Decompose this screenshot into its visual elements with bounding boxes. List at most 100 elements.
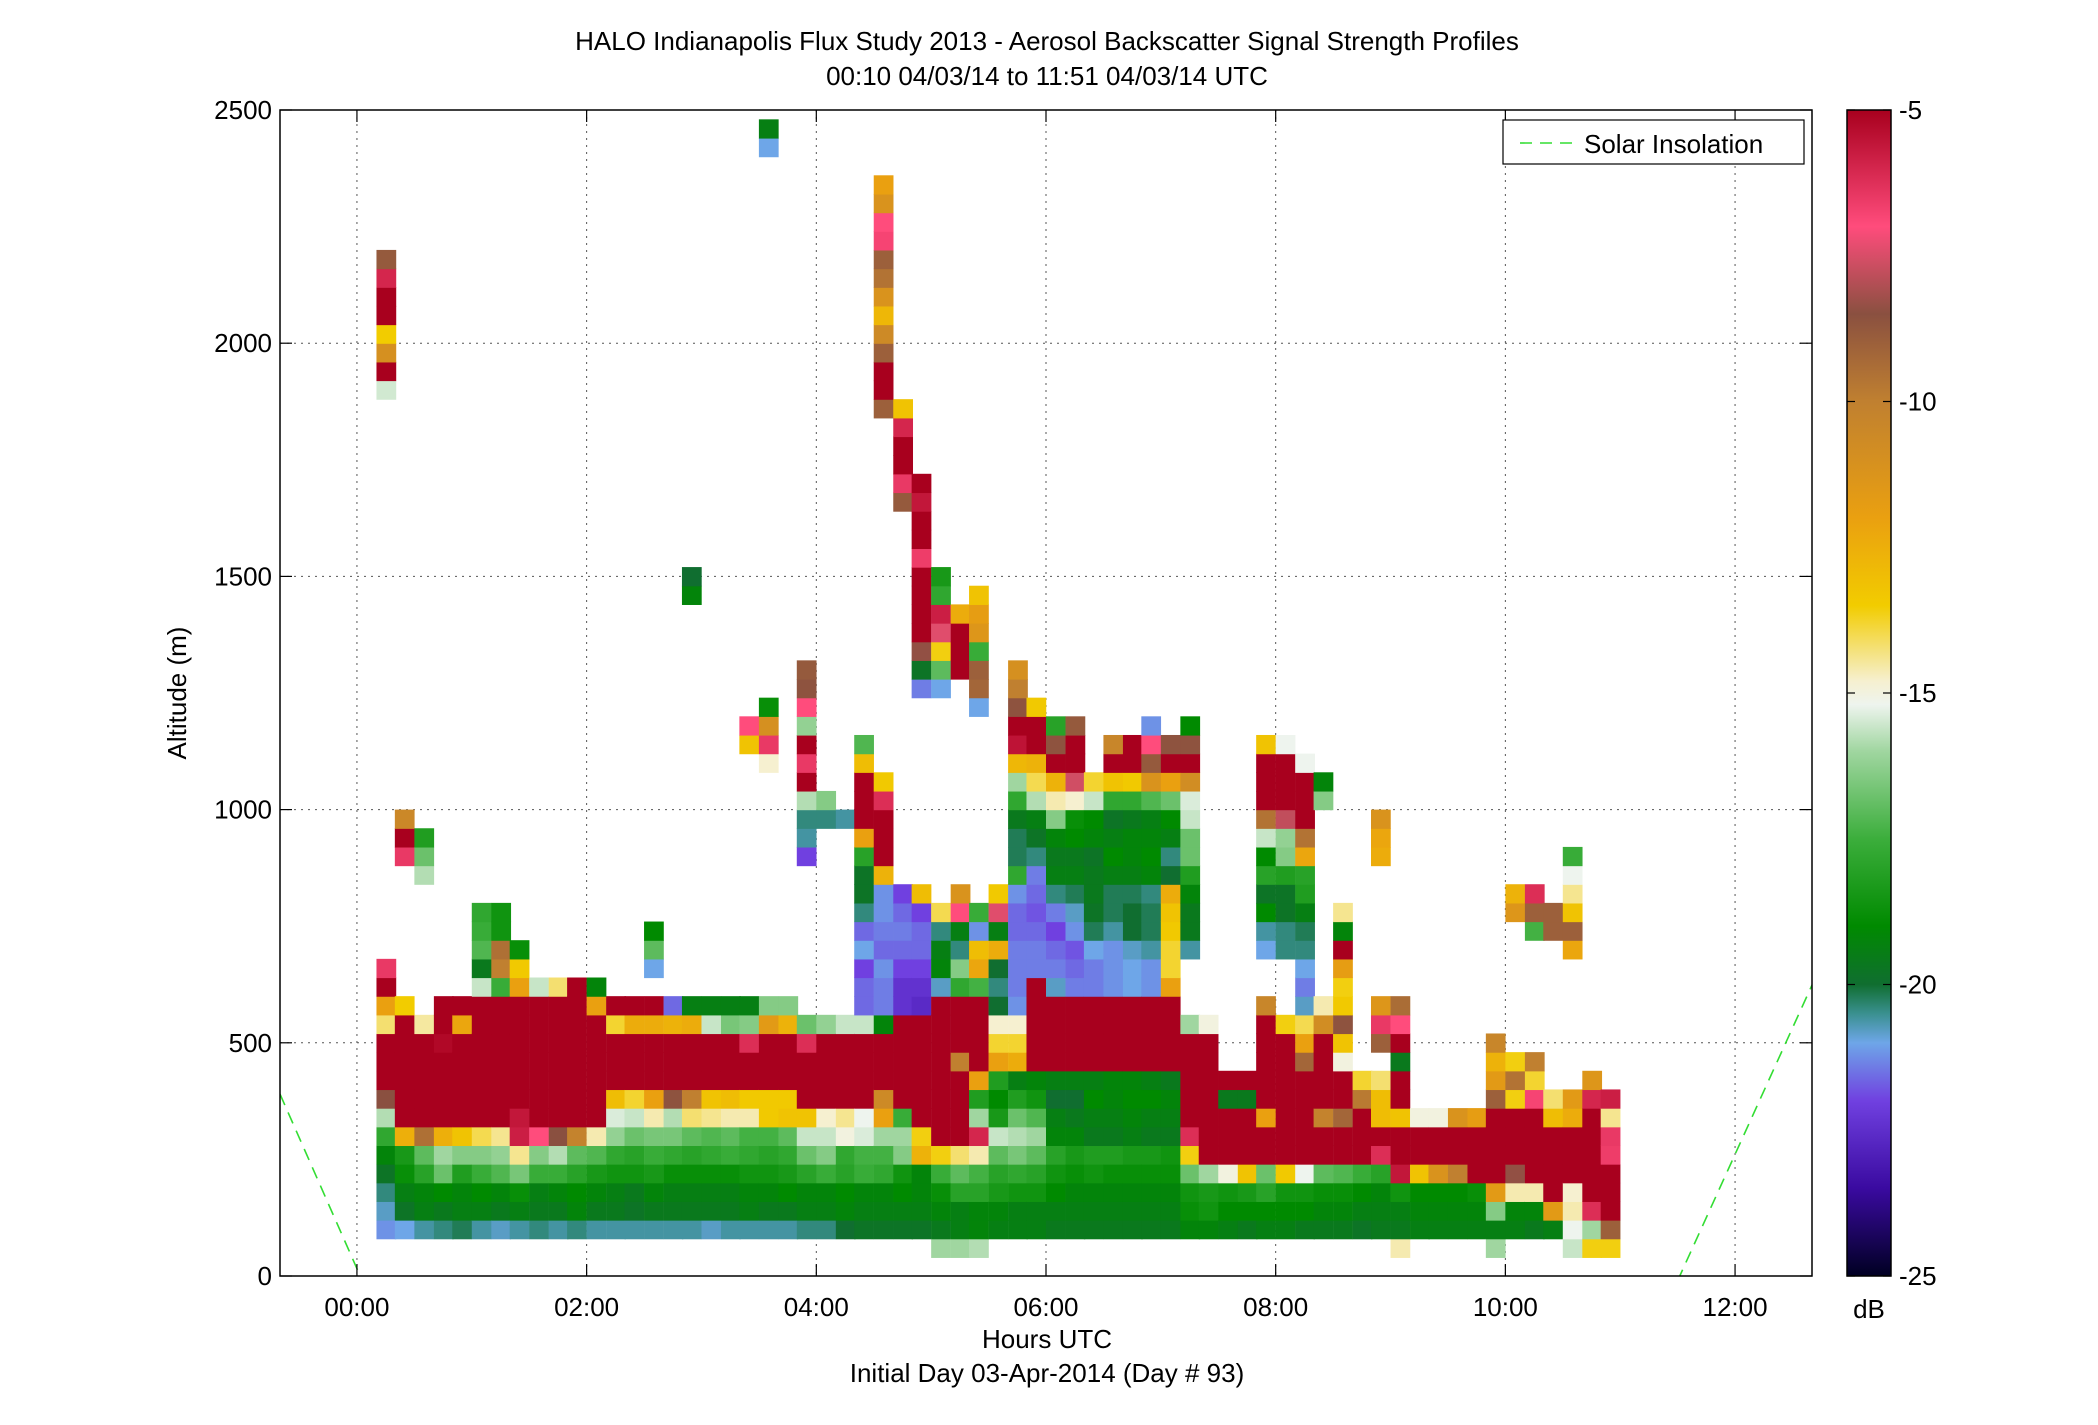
heatmap-cell <box>433 1220 454 1240</box>
heatmap-cell <box>376 1108 397 1128</box>
heatmap-cell <box>950 1126 971 1147</box>
heatmap-cell <box>893 958 914 979</box>
heatmap-cell <box>893 1070 914 1091</box>
heatmap-cell <box>1352 1126 1373 1147</box>
heatmap-cell <box>911 1220 932 1240</box>
heatmap-cell <box>1198 1014 1219 1035</box>
heatmap-cell <box>1083 996 1104 1016</box>
heatmap-cell <box>452 1089 473 1109</box>
heatmap-cell <box>873 1220 894 1240</box>
heatmap-cell <box>1160 1014 1181 1035</box>
heatmap-cell <box>720 1014 741 1035</box>
heatmap-cell <box>433 1164 454 1184</box>
heatmap-cell <box>739 1052 760 1072</box>
heatmap-cell <box>1256 1108 1276 1128</box>
heatmap-cell <box>1505 1126 1526 1147</box>
heatmap-cell <box>1065 1201 1086 1221</box>
heatmap-cell <box>1198 1033 1219 1053</box>
heatmap-cell <box>911 977 932 997</box>
heatmap-cell <box>1065 1220 1086 1240</box>
heatmap-cell <box>796 753 817 773</box>
heatmap-cell <box>796 846 817 867</box>
heatmap-cell <box>1410 1164 1430 1184</box>
heatmap-cell <box>739 1164 760 1184</box>
heatmap-cell <box>624 1145 645 1165</box>
heatmap-cell <box>1083 1126 1104 1147</box>
heatmap-cell <box>433 1014 454 1035</box>
heatmap-cell <box>1600 1182 1621 1202</box>
heatmap-cell <box>873 212 894 232</box>
heatmap-cell <box>1275 828 1296 848</box>
heatmap-cell <box>644 1052 664 1072</box>
heatmap-cell <box>1275 1145 1296 1165</box>
colorbar-tick-label: -20 <box>1899 970 1937 1000</box>
heatmap-cell <box>893 473 914 494</box>
heatmap-cell <box>1083 1014 1104 1035</box>
heatmap-cell <box>414 1014 435 1035</box>
heatmap-cell <box>873 380 894 400</box>
heatmap-cell <box>778 1108 799 1128</box>
heatmap-cell <box>663 1145 684 1165</box>
heatmap-cell <box>471 977 492 997</box>
heatmap-cell <box>1103 1126 1124 1147</box>
heatmap-cell <box>950 604 971 624</box>
heatmap-cell <box>471 902 492 923</box>
heatmap-cell <box>414 1108 435 1128</box>
heatmap-cell <box>1122 772 1143 792</box>
heatmap-cell <box>1065 1164 1086 1184</box>
heatmap-cell <box>873 977 894 997</box>
heatmap-cell <box>452 1220 473 1240</box>
heatmap-cell <box>1295 1108 1315 1128</box>
heatmap-cell <box>1026 697 1047 717</box>
heatmap-cell <box>644 1201 664 1221</box>
heatmap-cell <box>1295 977 1315 997</box>
heatmap-cell <box>796 1164 817 1184</box>
heatmap-cell <box>1141 828 1162 848</box>
heatmap-cell <box>739 734 760 755</box>
heatmap-cell <box>1026 1220 1047 1240</box>
heatmap-cell <box>376 977 397 997</box>
heatmap-cell <box>1371 1145 1391 1165</box>
heatmap-cell <box>1543 1126 1564 1147</box>
x-axis-label: Hours UTC <box>982 1324 1112 1354</box>
heatmap-cell <box>931 1108 951 1128</box>
heatmap-cell <box>873 268 894 288</box>
heatmap-cell <box>1122 1052 1143 1072</box>
heatmap-cell <box>1160 996 1181 1016</box>
heatmap-cells <box>376 119 1621 1258</box>
heatmap-cell <box>701 1089 722 1109</box>
heatmap-cell <box>644 996 664 1016</box>
heatmap-cell <box>796 790 817 811</box>
heatmap-cell <box>491 1201 512 1221</box>
heatmap-cell <box>758 1052 779 1072</box>
heatmap-cell <box>1180 734 1201 755</box>
heatmap-cell <box>606 996 626 1016</box>
heatmap-cell <box>758 1014 779 1035</box>
heatmap-cell <box>816 1089 837 1109</box>
heatmap-cell <box>414 1033 435 1053</box>
heatmap-cell <box>1083 772 1104 792</box>
heatmap-cell <box>1505 1145 1526 1165</box>
heatmap-cell <box>1180 772 1201 792</box>
heatmap-cell <box>969 1164 989 1184</box>
heatmap-cell <box>1447 1126 1468 1147</box>
heatmap-cell <box>1046 1145 1066 1165</box>
heatmap-cell <box>1103 940 1124 960</box>
heatmap-cell <box>950 660 971 680</box>
heatmap-cell <box>1371 1108 1391 1128</box>
heatmap-cell <box>471 1052 492 1072</box>
heatmap-cell <box>452 1201 473 1221</box>
heatmap-cell <box>1122 921 1143 941</box>
heatmap-cell <box>1046 734 1066 755</box>
heatmap-cell <box>681 996 702 1016</box>
heatmap-cell <box>1562 940 1583 960</box>
heatmap-cell <box>1313 1182 1334 1202</box>
heatmap-cell <box>452 1070 473 1091</box>
heatmap-cell <box>758 996 779 1016</box>
heatmap-cell <box>1141 1070 1162 1091</box>
heatmap-cell <box>644 1070 664 1091</box>
heatmap-cell <box>644 1014 664 1035</box>
heatmap-cell <box>1275 902 1296 923</box>
heatmap-cell <box>1180 1164 1201 1184</box>
